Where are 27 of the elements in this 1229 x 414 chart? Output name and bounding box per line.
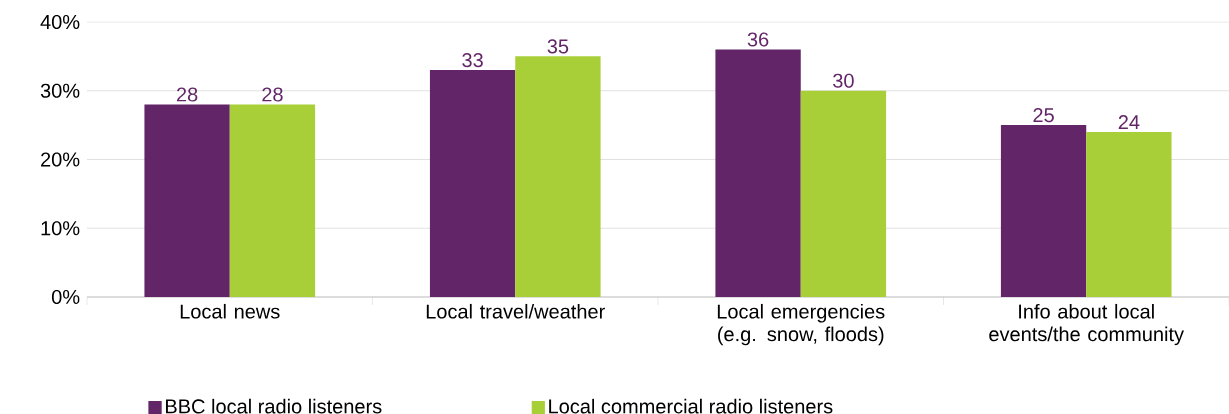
data-label: 28 (176, 87, 198, 102)
bar (229, 104, 316, 297)
bar (1000, 125, 1087, 297)
data-label: 25 (1033, 108, 1054, 123)
bar (800, 90, 887, 297)
bar (429, 70, 516, 297)
y-tick-label: 20% (41, 152, 80, 167)
data-label: 28 (262, 87, 283, 102)
x-tick-label: Local emergencies (e.g. snow, floods) (717, 303, 885, 346)
bar (1086, 131, 1172, 297)
x-tick-label: Local travel/weather (426, 303, 605, 319)
legend-label: Local commercial radio listeners (549, 398, 833, 414)
y-tick-label: 40% (40, 14, 80, 30)
data-label: 24 (1118, 115, 1140, 130)
bar (715, 49, 801, 297)
data-label: 30 (833, 73, 854, 88)
y-tick-label: 30% (40, 83, 80, 98)
x-tick-label: Info about local events/the community (989, 303, 1184, 346)
x-tick-label: Local news (180, 303, 280, 319)
bar (144, 104, 230, 297)
data-label: 35 (547, 39, 569, 54)
y-tick-label: 0% (51, 289, 80, 305)
y-tick-label: 10% (41, 221, 80, 236)
data-label: 33 (462, 53, 483, 68)
data-label: 36 (747, 32, 769, 47)
legend-label: BBC local radio listeners (166, 398, 382, 414)
bar (515, 56, 601, 297)
